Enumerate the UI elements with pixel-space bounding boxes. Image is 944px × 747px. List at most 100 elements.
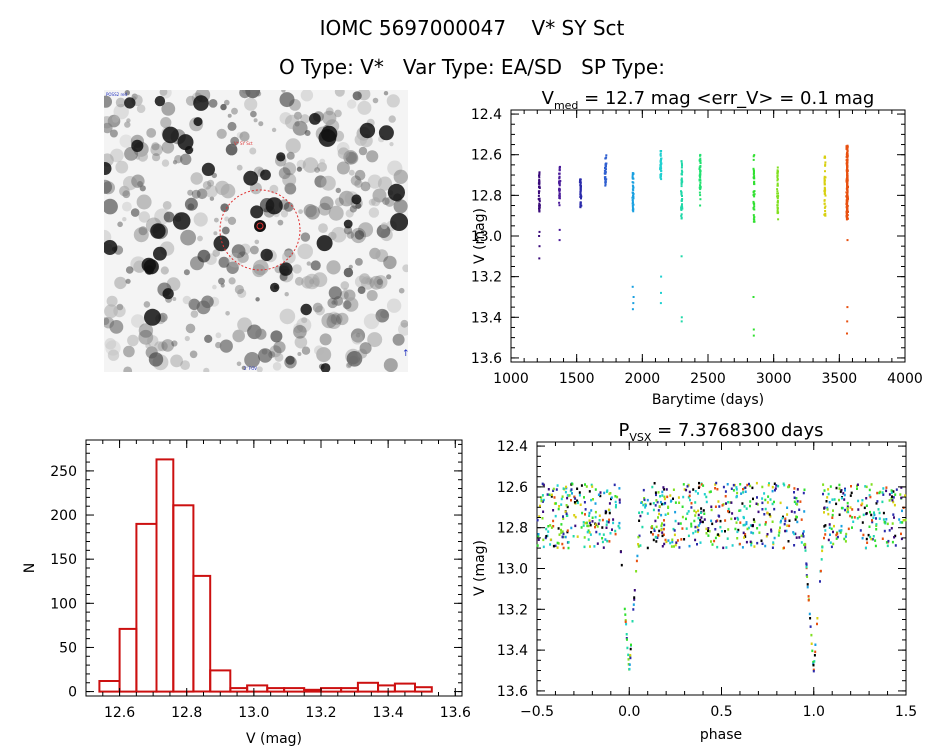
x-tick-label: 2500 xyxy=(690,371,726,387)
phased-point xyxy=(798,508,801,511)
phased-point xyxy=(870,513,873,517)
light-curve-point xyxy=(824,163,827,166)
phased-point xyxy=(793,487,796,490)
phased-point xyxy=(628,667,631,671)
phased-point xyxy=(652,502,655,505)
star-blob xyxy=(273,341,286,354)
star-blob xyxy=(383,255,397,270)
phased-point xyxy=(730,487,733,490)
phased-point xyxy=(717,500,720,503)
light-curve-point xyxy=(752,171,755,174)
phased-point xyxy=(639,544,642,547)
phased-point xyxy=(651,526,653,530)
phased-point xyxy=(809,625,812,628)
phased-point xyxy=(876,491,879,495)
phased-point xyxy=(900,486,903,489)
phased-point xyxy=(766,511,769,515)
phased-point xyxy=(569,489,572,493)
phased-point xyxy=(601,540,604,544)
phased-point xyxy=(556,546,559,549)
phased-point xyxy=(625,637,628,640)
light-curve-point xyxy=(604,162,607,165)
light-curve-point xyxy=(776,179,779,182)
light-curve-point xyxy=(632,172,634,175)
phased-point xyxy=(743,516,745,520)
histogram-frame xyxy=(85,439,463,697)
phased-point xyxy=(821,549,824,553)
star-blob xyxy=(376,278,383,285)
star-blob xyxy=(154,95,166,107)
phased-point xyxy=(803,510,806,513)
star-blob xyxy=(300,114,310,124)
star-blob xyxy=(354,169,366,181)
star-blob xyxy=(105,340,121,356)
phased-point xyxy=(585,485,588,488)
phased-point xyxy=(618,487,621,490)
phased-point xyxy=(836,535,839,539)
phased-point xyxy=(885,486,888,489)
phased-point xyxy=(790,510,793,513)
phased-point xyxy=(682,495,685,499)
star-blob xyxy=(301,317,308,324)
star-blob xyxy=(348,169,355,176)
phased-point xyxy=(661,545,664,548)
star-blob xyxy=(172,212,191,230)
star-blob xyxy=(185,323,196,334)
phased-point xyxy=(824,524,827,527)
phased-point xyxy=(830,545,833,549)
phased-points xyxy=(536,481,907,673)
phased-point xyxy=(663,497,666,501)
star-blob xyxy=(321,312,337,329)
light-curve-point xyxy=(558,180,561,183)
star-blob xyxy=(212,284,217,290)
phased-point xyxy=(686,485,689,488)
phased-point xyxy=(540,496,543,499)
phased-point xyxy=(685,527,688,530)
phased-point xyxy=(710,505,713,508)
light-curve-point xyxy=(846,191,849,194)
histogram-bar xyxy=(98,680,121,693)
phased-point xyxy=(807,599,810,602)
star-blob xyxy=(357,348,368,359)
phased-point xyxy=(851,508,854,511)
light-curve-point xyxy=(632,194,634,197)
star-blob xyxy=(386,274,392,280)
phased-point xyxy=(812,660,815,664)
phased-point xyxy=(589,533,592,536)
phased-point xyxy=(727,501,730,504)
star-blob xyxy=(231,107,238,115)
phased-point xyxy=(782,482,785,485)
x-tick-label: 1000 xyxy=(493,371,529,387)
star-blob xyxy=(113,104,129,120)
histogram-bar xyxy=(303,688,323,693)
phased-point xyxy=(726,537,729,540)
phased-point xyxy=(714,536,717,540)
light-curve-point xyxy=(558,204,561,207)
phased-point xyxy=(591,516,594,519)
light-curve-point xyxy=(558,239,561,242)
figure-title: IOMC 5697000047 V* SY Sct xyxy=(319,16,625,40)
light-curve-point xyxy=(752,214,755,217)
phased-point xyxy=(874,539,877,542)
star-blob xyxy=(319,196,334,211)
phased-point xyxy=(840,506,843,510)
phased-panel: −0.5 0.0 0.5 1.0 1.5 12.4 12.6 12.8 13.0 13.2 13.4… xyxy=(472,420,917,743)
light-curve-point xyxy=(579,196,582,198)
star-blob xyxy=(387,183,405,201)
light-curve-point xyxy=(659,176,662,179)
phased-point xyxy=(550,495,553,498)
phased-point xyxy=(601,518,604,522)
phased-point xyxy=(875,523,878,526)
phased-point xyxy=(796,520,799,524)
phased-point xyxy=(890,489,893,492)
star-blob xyxy=(107,349,120,361)
phased-point xyxy=(727,507,730,511)
phased-point xyxy=(654,504,657,507)
x-tick-label: 1.0 xyxy=(803,704,825,720)
histogram-bar xyxy=(356,681,379,693)
phased-point xyxy=(576,501,579,505)
star-blob xyxy=(398,322,408,336)
phased-point xyxy=(654,519,657,523)
phased-point xyxy=(618,498,621,501)
